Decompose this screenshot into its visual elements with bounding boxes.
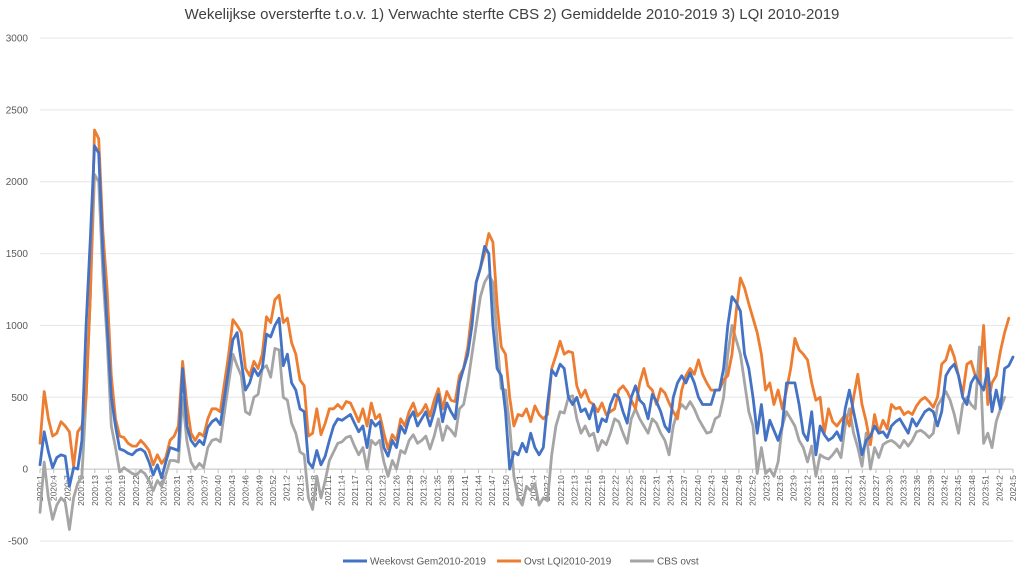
x-tick-label: 2020:40 xyxy=(213,475,223,506)
x-tick-label: 2020:31 xyxy=(172,475,182,506)
x-tick-label: 2021:5 xyxy=(295,475,305,501)
x-tick-label: 2022:1 xyxy=(515,475,525,501)
x-tick-label: 2023:9 xyxy=(789,475,799,501)
legend-label: Ovst LQI2010-2019 xyxy=(524,557,612,568)
x-tick-label: 2020:25 xyxy=(145,475,155,506)
x-tick-label: 2022:37 xyxy=(679,475,689,506)
gridlines xyxy=(40,37,1013,542)
x-tick-label: 2022:16 xyxy=(583,475,593,506)
x-tick-label: 2021:23 xyxy=(378,475,388,506)
x-tick-label: 2023:12 xyxy=(802,475,812,506)
x-tick-label: 2020:49 xyxy=(254,475,264,506)
x-tick-label: 2021:41 xyxy=(460,475,470,506)
x-tick-label: 2022:40 xyxy=(693,475,703,506)
series-line-2 xyxy=(38,128,1011,468)
x-tick-label: 2023:15 xyxy=(816,475,826,506)
x-tick-label: 2023:6 xyxy=(775,475,785,501)
x-tick-label: 2020:4 xyxy=(49,475,59,501)
x-tick-label: 2021:14 xyxy=(336,475,346,506)
x-tick-label: 2020:52 xyxy=(268,475,278,506)
x-tick-label: 2021:29 xyxy=(405,475,415,506)
x-tick-label: 2023:24 xyxy=(857,475,867,506)
x-tick-label: 2022:46 xyxy=(720,475,730,506)
x-tick-label: 2022:10 xyxy=(556,475,566,506)
y-tick-label: -500 xyxy=(8,537,28,548)
x-tick-label: 2024:2 xyxy=(994,475,1004,501)
x-tick-label: 2020:28 xyxy=(158,475,168,506)
x-tick-label: 2024:5 xyxy=(1008,475,1018,501)
x-tick-label: 2020:7 xyxy=(62,475,72,501)
x-tick-label: 2023:45 xyxy=(953,475,963,506)
x-tick-label: 2021:17 xyxy=(350,475,360,506)
y-tick-label: 2500 xyxy=(6,105,29,116)
axis-labels: -500 0 500 1000 1500 2000 2500 3000 2020:1 2020:4… xyxy=(6,34,1018,548)
x-tick-label: 2022:13 xyxy=(569,475,579,506)
x-tick-label: 2023:33 xyxy=(898,475,908,506)
x-tick-label: 2020:19 xyxy=(117,475,127,506)
x-tick-label: 2020:46 xyxy=(241,475,251,506)
x-tick-label: 2023:36 xyxy=(912,475,922,506)
x-tick-label: 2022:7 xyxy=(542,475,552,501)
series-lines xyxy=(38,128,1015,531)
x-tick-label: 2021:2 xyxy=(282,475,292,501)
x-tick-label: 2022:25 xyxy=(624,475,634,506)
x-tick-label: 2023:30 xyxy=(885,475,895,506)
y-tick-label: 1500 xyxy=(6,249,29,260)
x-tick-label: 2021:47 xyxy=(487,475,497,506)
legend-label: CBS ovst xyxy=(657,557,699,568)
x-tick-label: 2023:39 xyxy=(926,475,936,506)
x-tick-label: 2022:19 xyxy=(597,475,607,506)
x-tick-label: 2022:49 xyxy=(734,475,744,506)
x-tick-label: 2023:18 xyxy=(830,475,840,506)
x-tick-label: 2023:51 xyxy=(981,475,991,506)
x-tick-label: 2020:10 xyxy=(76,475,86,506)
x-tick-label: 2021:38 xyxy=(446,475,456,506)
x-tick-label: 2021:32 xyxy=(419,475,429,506)
legend-label: Weekovst Gem2010-2019 xyxy=(370,557,486,568)
x-tick-label: 2020:34 xyxy=(186,475,196,506)
x-tick-label: 2022:31 xyxy=(652,475,662,506)
x-tick-label: 2021:26 xyxy=(391,475,401,506)
y-tick-label: 2000 xyxy=(6,177,29,188)
y-tick-label: 1000 xyxy=(6,321,29,332)
x-tick-label: 2022:52 xyxy=(748,475,758,506)
x-tick-label: 2020:37 xyxy=(199,475,209,506)
x-tick-label: 2021:44 xyxy=(474,475,484,506)
x-tick-label: 2023:42 xyxy=(939,475,949,506)
x-tick-label: 2023:21 xyxy=(844,475,854,506)
x-tick-label: 2023:3 xyxy=(761,475,771,501)
x-tick-label: 2022:34 xyxy=(665,475,675,506)
series-line-3 xyxy=(38,173,1006,531)
x-tick-label: 2021:35 xyxy=(432,475,442,506)
x-tick-label: 2021:50 xyxy=(501,475,511,506)
x-tick-label: 2021:20 xyxy=(364,475,374,506)
y-tick-label: 0 xyxy=(22,465,28,476)
y-tick-label: 500 xyxy=(11,393,28,404)
x-tick-label: 2020:43 xyxy=(227,475,237,506)
legend: Weekovst Gem2010-2019 Ovst LQI2010-2019 CB… xyxy=(343,557,699,568)
x-tick-label: 2023:48 xyxy=(967,475,977,506)
x-tick-label: 2021:11 xyxy=(323,475,333,505)
x-tick-label: 2020:1 xyxy=(35,475,45,501)
x-tick-label: 2020:13 xyxy=(90,475,100,506)
series-line-1 xyxy=(38,144,1015,488)
chart-title: Wekelijkse oversterfte t.o.v. 1) Verwach… xyxy=(184,6,840,23)
x-tick-label: 2022:22 xyxy=(611,475,621,506)
x-tick-label: 2022:43 xyxy=(707,475,717,506)
x-tick-label: 2020:16 xyxy=(104,475,114,506)
x-tick-label: 2020:22 xyxy=(131,475,141,506)
y-tick-label: 3000 xyxy=(6,34,29,45)
x-tick-label: 2022:28 xyxy=(638,475,648,506)
x-tick-label: 2023:27 xyxy=(871,475,881,506)
